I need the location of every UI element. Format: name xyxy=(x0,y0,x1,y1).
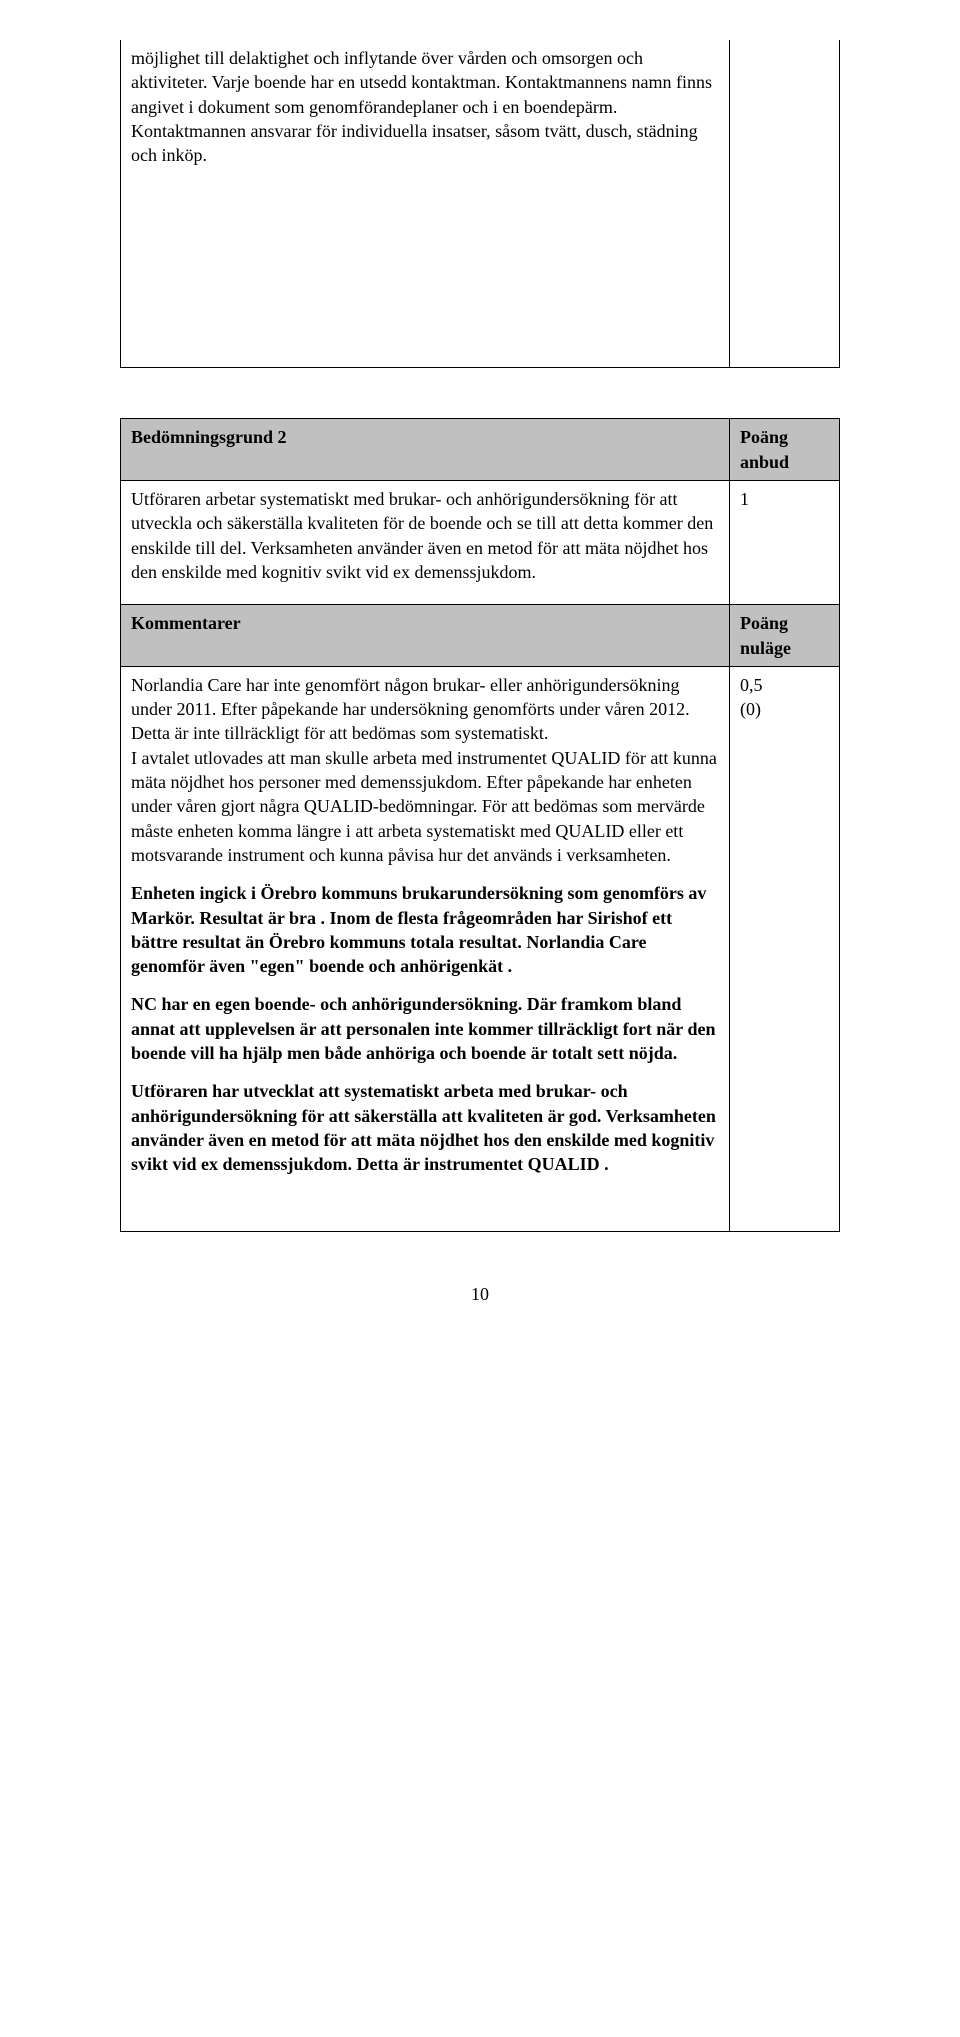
section2-body-cell: Norlandia Care har inte genomfört någon … xyxy=(121,666,730,1231)
section2-score-heading: Poäng nuläge xyxy=(730,605,840,667)
intro-table: möjlighet till delaktighet och inflytand… xyxy=(120,40,840,368)
section2-para4: Utföraren har utvecklat att systematiskt… xyxy=(131,1079,719,1176)
section1-heading: Bedömningsgrund 2 xyxy=(121,419,730,481)
section2-para1: Norlandia Care har inte genomfört någon … xyxy=(131,673,719,746)
section2-para3: NC har en egen boende- och anhörigunders… xyxy=(131,992,719,1065)
intro-spacer xyxy=(730,40,840,368)
section2-heading: Kommentarer xyxy=(121,605,730,667)
section1-score: 1 xyxy=(730,481,840,605)
assessment-table: Bedömningsgrund 2 Poäng anbud Utföraren … xyxy=(120,418,840,1231)
page-number: 10 xyxy=(120,1282,840,1306)
section2-score-cell: 0,5 (0) xyxy=(730,666,840,1231)
section2-score-a: 0,5 xyxy=(740,673,829,697)
intro-text-cell: möjlighet till delaktighet och inflytand… xyxy=(121,40,730,368)
section2-para1b: I avtalet utlovades att man skulle arbet… xyxy=(131,746,719,867)
section2-para2: Enheten ingick i Örebro kommuns brukarun… xyxy=(131,881,719,978)
section1-score-heading: Poäng anbud xyxy=(730,419,840,481)
intro-text: möjlighet till delaktighet och inflytand… xyxy=(131,48,712,165)
section1-body-cell: Utföraren arbetar systematiskt med bruka… xyxy=(121,481,730,605)
section1-body: Utföraren arbetar systematiskt med bruka… xyxy=(131,487,719,584)
section2-score-b: (0) xyxy=(740,697,829,721)
